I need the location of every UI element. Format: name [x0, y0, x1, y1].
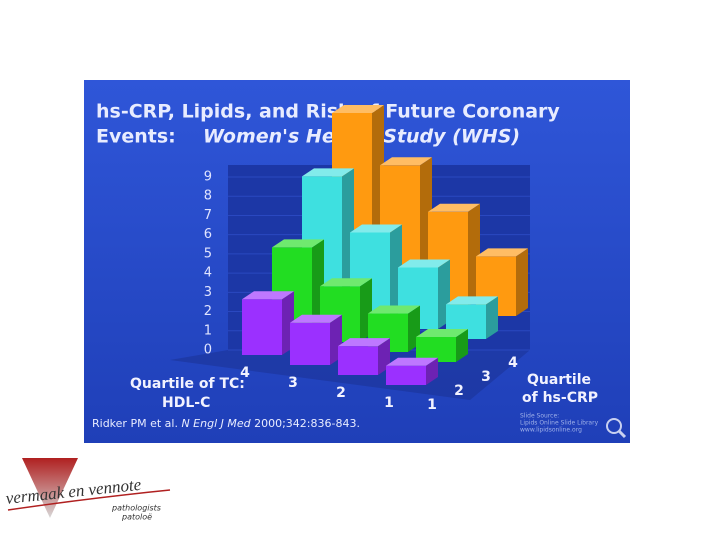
logo-line: patoloë: [121, 513, 152, 522]
bar: [338, 338, 390, 375]
bar-top: [350, 224, 402, 233]
bar-top: [242, 291, 294, 300]
x-tick-label: 3: [288, 375, 298, 391]
bar-top: [320, 278, 372, 287]
bar-top: [272, 239, 324, 248]
title-line: hs-CRP, Lipids, and Risk of Future Coron…: [96, 101, 560, 123]
bar-top: [446, 296, 498, 305]
y-tick-label: 2: [204, 304, 212, 319]
x-tick-label: 4: [240, 365, 250, 381]
bar-side: [456, 329, 468, 362]
logo-mark: [22, 458, 78, 518]
title-line: Events:: [96, 126, 176, 148]
zoom-icon-handle: [617, 429, 627, 439]
bar-side: [486, 296, 498, 339]
series-label: 2: [454, 383, 464, 399]
bar-top: [380, 157, 432, 166]
bar: [290, 314, 342, 365]
bar-side: [426, 357, 438, 385]
y-tick-label: 7: [204, 208, 212, 223]
source-part: 2000;342:836-843.: [254, 417, 360, 430]
y-tick-label: 0: [204, 343, 212, 358]
slide-source: www.lipidsonline.org: [520, 427, 582, 434]
y-tick-label: 4: [204, 266, 212, 281]
zoom-icon: [606, 418, 622, 434]
source-part: Ridker PM et al.: [92, 417, 178, 430]
bar-top: [332, 105, 384, 113]
logo-swoosh: [7, 489, 171, 511]
y-tick-label: 8: [204, 189, 212, 204]
bar-front: [386, 365, 426, 385]
slide-source: Lipids Online Slide Library: [520, 420, 599, 427]
bar-side: [516, 248, 528, 316]
series-label: 4: [508, 355, 518, 371]
series-axis-label: Quartile: [527, 372, 591, 388]
x-tick-label: 2: [336, 385, 346, 401]
bar-front: [338, 346, 378, 375]
bar-top: [428, 203, 480, 212]
bar-top: [368, 305, 420, 314]
plot: 0 1 2 3 4 5 6 7 8 9 4 3 2 1 1 2 3 4: [204, 105, 530, 413]
bar: [242, 291, 294, 355]
bar-top: [416, 329, 468, 338]
source-part: N Engl J Med: [181, 417, 251, 430]
logo-line: pathologists: [111, 504, 161, 513]
x-tick-label: 1: [384, 395, 394, 411]
bar-top: [398, 259, 450, 268]
y-tick-label: 1: [204, 323, 212, 338]
y-tick-label: 3: [204, 285, 212, 300]
bar-top: [386, 357, 438, 366]
bar-front: [290, 322, 330, 365]
bar-top: [302, 168, 354, 177]
bar: [386, 357, 438, 385]
y-tick-label: 6: [204, 227, 212, 242]
bar-top: [476, 248, 528, 257]
series-label: 1: [427, 397, 437, 413]
bar-top: [290, 314, 342, 323]
series-axis-label: of hs-CRP: [522, 390, 598, 406]
x-axis-label: HDL-C: [162, 395, 210, 411]
slide-source: Slide Source:: [520, 413, 559, 420]
y-tick-label: 9: [204, 170, 212, 185]
bar-top: [338, 338, 390, 347]
bar-front: [242, 299, 282, 355]
series-label: 3: [481, 369, 491, 385]
source: Ridker PM et al. N Engl J Med 2000;342:8…: [92, 417, 360, 430]
y-tick-label: 5: [204, 246, 212, 261]
x-axis-label: Quartile of TC:: [130, 376, 245, 392]
bar: [416, 329, 468, 362]
